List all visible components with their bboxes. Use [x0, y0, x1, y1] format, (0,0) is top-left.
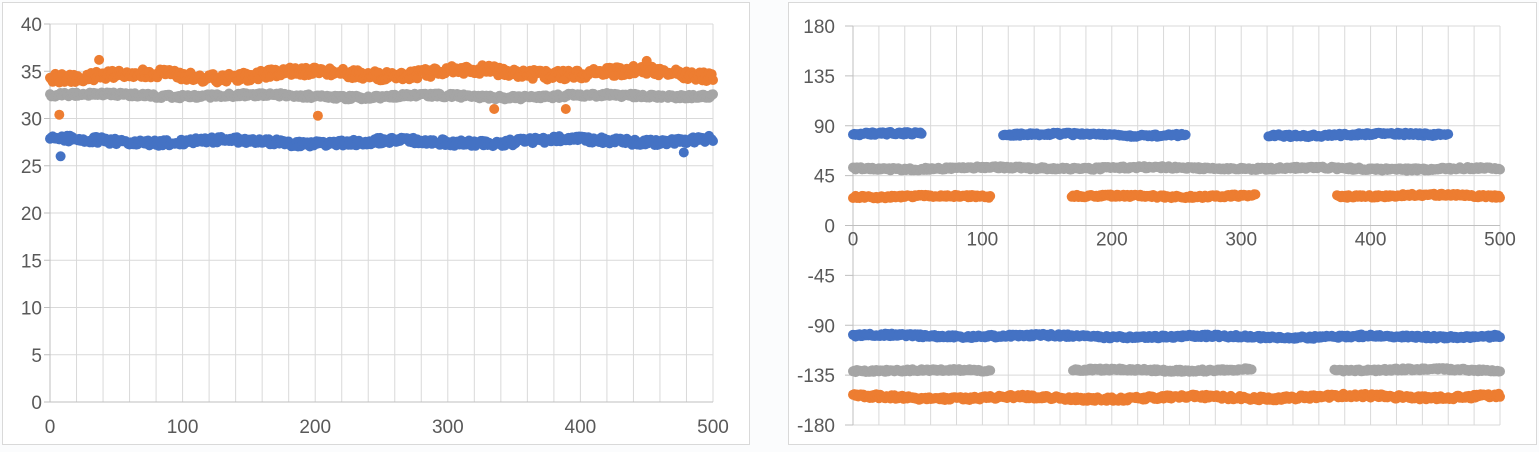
series-3-gray-upper-points — [848, 161, 1505, 176]
x-tick-label: 0 — [848, 230, 859, 251]
outlier-data-point — [678, 147, 689, 158]
y-tick-label: 0 — [31, 393, 42, 414]
outlier-data-point — [94, 54, 105, 65]
data-point — [985, 365, 996, 376]
y-tick-label: 40 — [21, 15, 42, 36]
data-point — [1495, 332, 1505, 343]
x-tick-label: 100 — [167, 417, 199, 438]
y-tick-label: 20 — [21, 204, 42, 225]
x-tick-label: 300 — [432, 417, 464, 438]
outlier-data-point — [55, 151, 66, 162]
data-point — [1495, 366, 1505, 377]
x-tick-label: 500 — [1484, 230, 1516, 251]
series-1-blue-upper-points — [848, 127, 1454, 143]
data-point — [708, 136, 718, 146]
y-tick-label: 10 — [21, 299, 42, 320]
data-point — [916, 128, 927, 139]
chart-panel-right[interactable]: 180 135 90 45 0 -45 -90 -135 -180 0 100 200 300 400 50… — [788, 2, 1537, 445]
y-tick-label: 30 — [21, 110, 42, 131]
data-point — [1495, 164, 1505, 175]
series-3-gray-lower-points — [848, 363, 1505, 378]
chart-panel-left[interactable]: 0 5 10 15 20 25 30 35 40 0 100 200 300 400 500 — [2, 2, 750, 445]
y-tick-label: -135 — [797, 366, 835, 387]
y-tick-label: -45 — [808, 266, 835, 287]
x-tick-label: 200 — [1096, 230, 1128, 251]
data-point — [1250, 189, 1261, 200]
x-tick-label: 400 — [565, 417, 597, 438]
data-point — [985, 191, 996, 201]
series-2-orange-points — [45, 54, 718, 121]
data-point — [708, 75, 718, 85]
y-tick-label: 45 — [814, 167, 835, 188]
data-point — [1180, 129, 1191, 140]
x-tick-label: 500 — [697, 417, 729, 438]
x-tick-label: 400 — [1355, 230, 1387, 251]
series-1-blue-lower-points — [848, 328, 1505, 344]
x-tick-label: 0 — [45, 417, 56, 438]
data-point — [708, 89, 718, 100]
x-tick-label: 100 — [967, 230, 999, 251]
series-1-blue-points — [45, 130, 718, 162]
y-tick-label: 135 — [803, 67, 835, 88]
data-point — [1495, 192, 1505, 203]
data-point — [1246, 364, 1257, 375]
data-point — [412, 73, 423, 84]
y-tick-label: -90 — [808, 316, 835, 337]
series-2-orange-lower-points — [848, 388, 1505, 406]
y-tick-label: 90 — [814, 117, 835, 138]
outlier-data-point — [489, 104, 500, 114]
y-tick-label: 25 — [21, 157, 42, 178]
x-tick-label: 300 — [1225, 230, 1257, 251]
y-tick-label: 5 — [31, 346, 42, 367]
y-tick-label: -180 — [797, 416, 835, 437]
data-point — [1495, 391, 1505, 402]
outlier-data-point — [312, 110, 323, 121]
outlier-data-point — [54, 109, 65, 120]
series-2-orange-upper-points — [848, 188, 1505, 204]
scatter-chart-right: 180 135 90 45 0 -45 -90 -135 -180 0 100 200 300 400 50… — [797, 17, 1516, 437]
data-point — [1443, 129, 1454, 140]
x-tick-label: 200 — [299, 417, 331, 438]
outlier-data-point — [641, 55, 652, 66]
series-3-gray-points — [45, 87, 718, 105]
y-tick-label: 0 — [824, 217, 835, 238]
y-tick-label: 180 — [803, 17, 835, 38]
y-tick-label: 15 — [21, 251, 42, 272]
y-tick-label: 35 — [21, 62, 42, 83]
outlier-data-point — [560, 104, 571, 114]
